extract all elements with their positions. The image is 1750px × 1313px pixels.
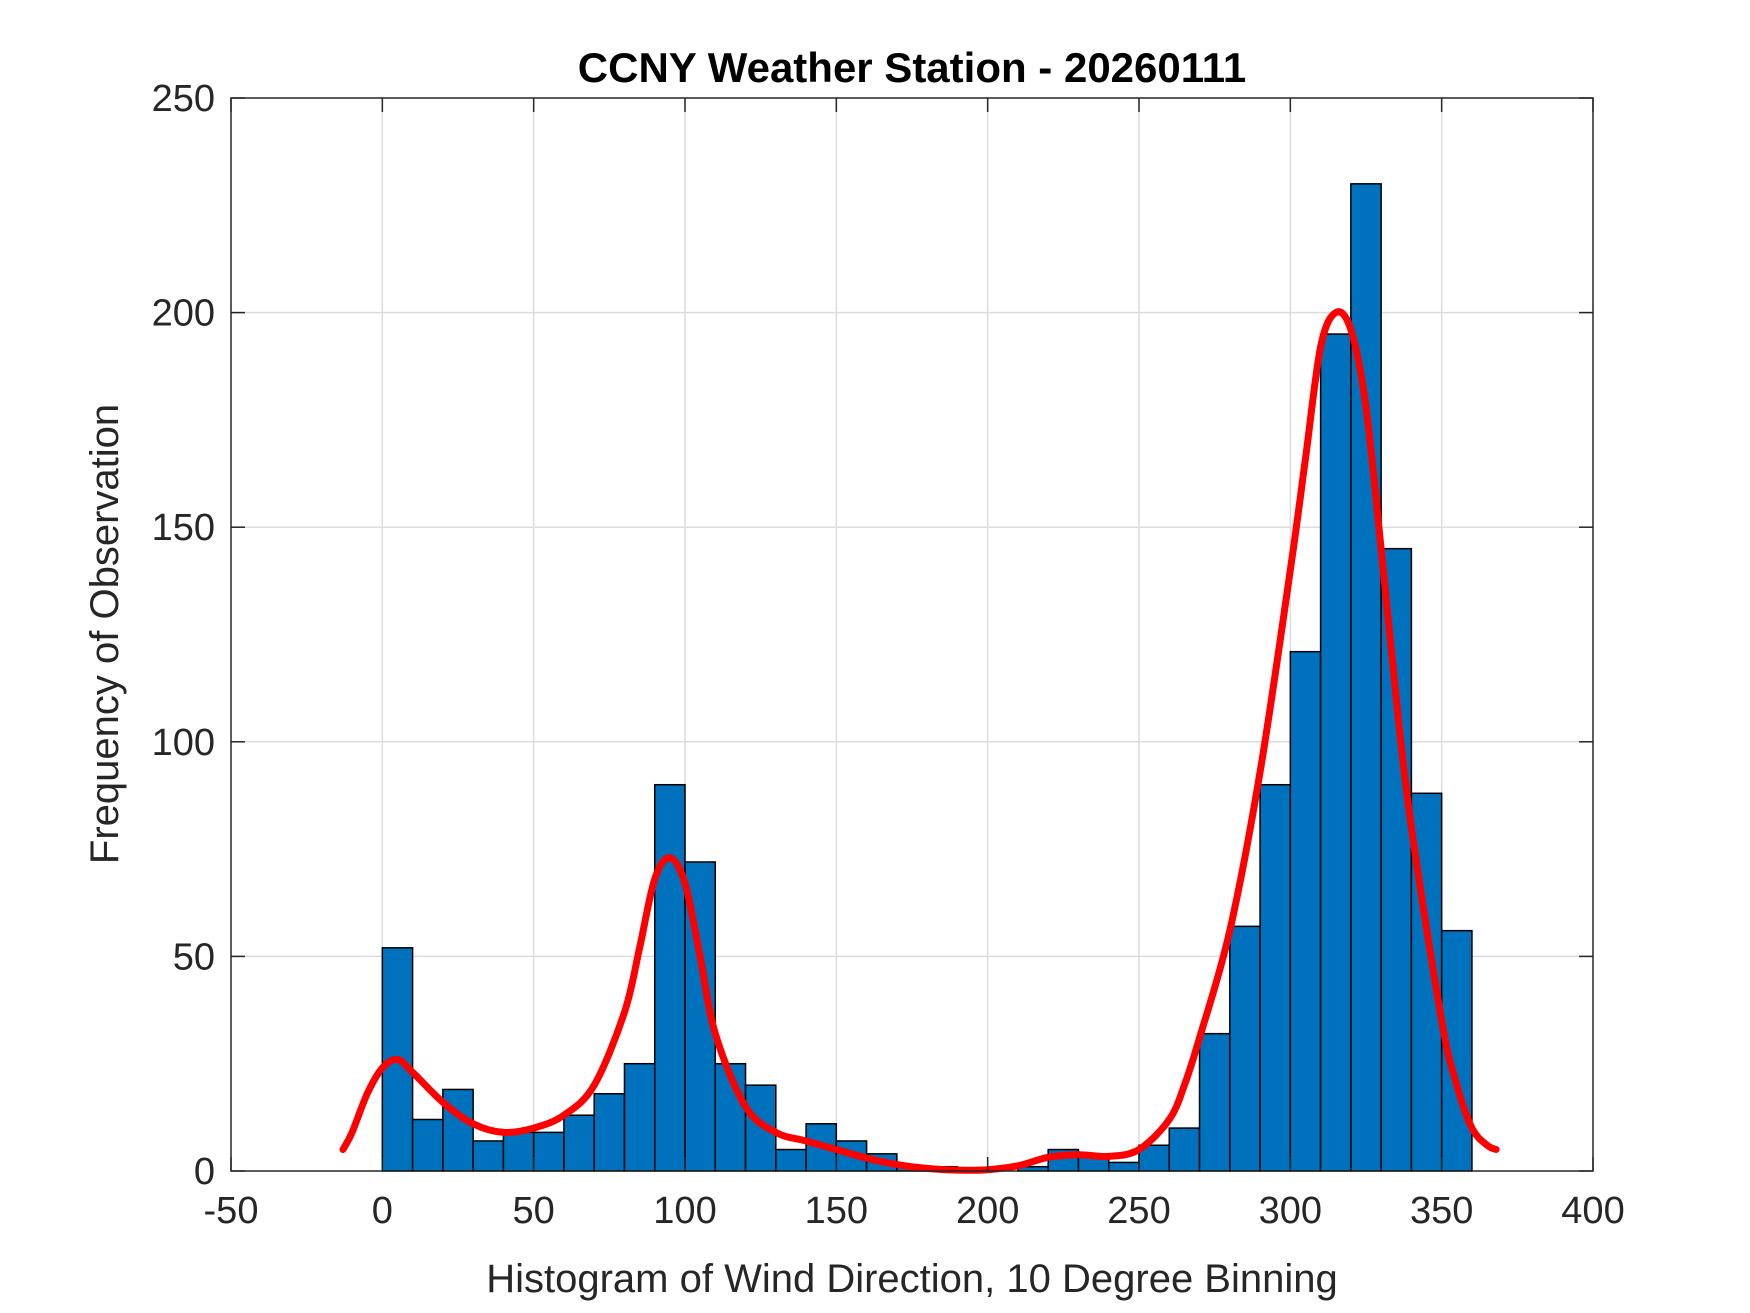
- histogram-bar: [532, 1131, 565, 1172]
- histogram-bar: [1319, 333, 1352, 1172]
- x-axis-label: Histogram of Wind Direction, 10 Degree B…: [486, 1257, 1338, 1301]
- histogram-bar: [623, 1062, 656, 1172]
- x-tick-labels: -50 0 50 100 150 200 250 300 350 400: [204, 1190, 1625, 1232]
- x-tick-label: 50: [513, 1190, 555, 1232]
- histogram-bar: [1107, 1161, 1140, 1172]
- histogram-bar: [593, 1092, 626, 1172]
- histogram-bar: [411, 1118, 444, 1172]
- x-tick-label: 350: [1410, 1190, 1473, 1232]
- x-tick-label: -50: [204, 1190, 259, 1232]
- x-tick-label: 100: [653, 1190, 716, 1232]
- y-tick-label: 0: [194, 1151, 215, 1193]
- x-tick-label: 150: [805, 1190, 868, 1232]
- y-tick-label: 200: [152, 293, 215, 335]
- x-tick-label: 250: [1107, 1190, 1170, 1232]
- histogram-bar: [1289, 650, 1322, 1172]
- y-tick-label: 50: [173, 936, 215, 978]
- y-tick-label: 250: [152, 78, 215, 120]
- plot-frame: [230, 97, 1594, 1172]
- y-axis-label: Frequency of Observation: [83, 404, 127, 864]
- density-curve: [339, 308, 1500, 1174]
- chart-title: CCNY Weather Station - 20260111: [578, 44, 1246, 91]
- y-tick-label: 100: [152, 722, 215, 764]
- histogram-bar: [563, 1114, 595, 1172]
- histogram-bar: [1380, 547, 1413, 1172]
- histogram-bar: [775, 1148, 807, 1172]
- histogram-bar: [1350, 183, 1382, 1172]
- x-tick-label: 400: [1561, 1190, 1624, 1232]
- y-tick-labels: 0 50 100 150 200 250: [152, 78, 215, 1193]
- histogram-bar: [472, 1140, 505, 1172]
- histogram-bar: [1168, 1127, 1201, 1172]
- histogram-bar: [502, 1131, 535, 1172]
- y-tick-label: 150: [152, 507, 215, 549]
- histogram-bar: [1259, 783, 1292, 1172]
- histogram-bar: [1198, 1032, 1231, 1172]
- x-tick-label: 300: [1259, 1190, 1322, 1232]
- density-curve-group: [339, 308, 1500, 1174]
- x-tick-label: 0: [372, 1190, 393, 1232]
- axis-ticks: [230, 97, 1594, 1172]
- x-tick-label: 200: [956, 1190, 1019, 1232]
- histogram-bar: [653, 783, 686, 1172]
- histogram-bar: [1229, 925, 1261, 1172]
